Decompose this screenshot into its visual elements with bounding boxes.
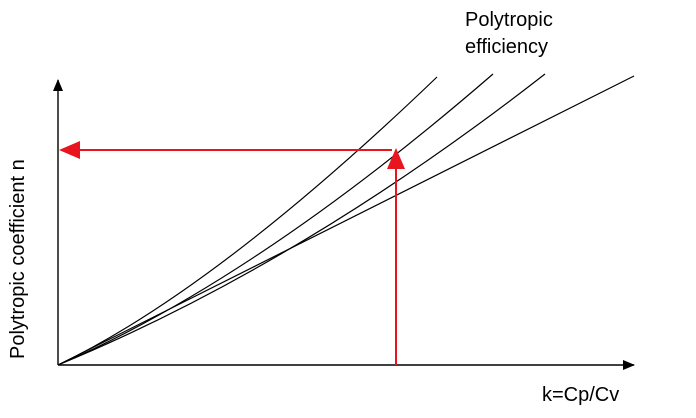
horizontal-reading-arrowhead <box>59 141 80 159</box>
efficiency-curve-1 <box>57 76 438 366</box>
efficiency-curve-4 <box>57 75 635 366</box>
efficiency-curves <box>57 73 635 366</box>
curve-family-label-line1: Polytropic <box>465 9 553 31</box>
x-axis-label: k=Cp/Cv <box>542 384 619 406</box>
efficiency-curve-2 <box>57 73 494 366</box>
reading-arrows <box>59 141 405 365</box>
vertical-reading-arrowhead <box>387 148 405 169</box>
y-axis-label: Polytropic coefficient n <box>7 159 29 359</box>
curve-family-label-line2: efficiency <box>465 36 548 58</box>
efficiency-curve-3 <box>57 73 546 366</box>
